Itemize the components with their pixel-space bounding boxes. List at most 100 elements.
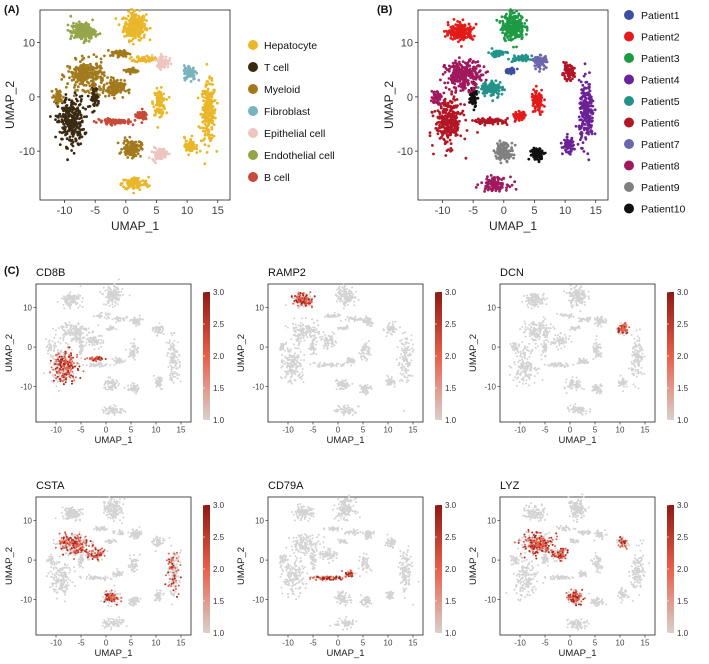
data-point xyxy=(126,156,130,159)
data-point xyxy=(428,134,432,138)
legend-swatch xyxy=(624,117,634,128)
data-point xyxy=(124,153,128,157)
data-point xyxy=(466,79,470,82)
data-point xyxy=(511,11,515,15)
data-point xyxy=(116,141,120,145)
data-point xyxy=(54,88,58,91)
data-point xyxy=(137,56,141,59)
data-point xyxy=(471,86,475,90)
data-point xyxy=(520,115,524,119)
panel-label-a: (A) xyxy=(4,4,20,16)
data-point xyxy=(449,115,453,119)
legend-swatch xyxy=(624,203,634,214)
data-point xyxy=(58,90,62,94)
x-tick-label: 10 xyxy=(181,205,193,217)
legend-swatch xyxy=(624,139,634,149)
data-point xyxy=(86,94,90,98)
data-point xyxy=(121,50,125,53)
data-point xyxy=(111,76,115,80)
legend-swatch xyxy=(248,128,258,138)
data-point xyxy=(503,15,507,19)
data-point xyxy=(64,133,67,137)
data-point xyxy=(197,78,201,82)
data-point xyxy=(501,28,505,32)
data-point xyxy=(509,12,512,16)
data-point xyxy=(113,297,116,300)
data-point xyxy=(450,107,454,110)
data-point xyxy=(98,85,101,88)
data-point xyxy=(64,104,68,108)
data-point xyxy=(563,75,567,78)
data-point xyxy=(60,137,63,141)
data-point xyxy=(86,73,90,76)
data-point xyxy=(70,142,73,146)
data-point xyxy=(542,152,546,156)
data-point xyxy=(84,107,87,111)
data-point xyxy=(117,23,121,27)
data-point xyxy=(534,84,538,88)
data-point xyxy=(154,113,157,117)
data-point xyxy=(116,85,119,89)
data-point xyxy=(160,108,164,112)
data-point xyxy=(126,142,130,145)
data-point xyxy=(532,88,535,91)
data-point xyxy=(474,77,478,81)
data-point xyxy=(195,71,199,75)
data-point xyxy=(450,77,454,81)
data-point xyxy=(535,95,538,99)
data-point xyxy=(462,36,466,40)
data-point xyxy=(474,186,478,189)
data-point xyxy=(452,95,456,98)
data-point xyxy=(451,72,455,76)
data-point xyxy=(92,89,96,93)
data-point xyxy=(73,36,76,40)
panel-label-b: (B) xyxy=(377,4,393,16)
data-point xyxy=(119,90,122,94)
data-point xyxy=(69,37,72,41)
data-point xyxy=(446,33,450,37)
data-point xyxy=(567,77,571,81)
data-point xyxy=(467,22,471,26)
data-point xyxy=(65,145,68,149)
data-point xyxy=(544,55,547,58)
data-point xyxy=(70,115,74,119)
data-point xyxy=(87,55,91,59)
data-point xyxy=(506,30,510,34)
data-point xyxy=(510,28,514,32)
data-point xyxy=(486,175,489,179)
data-point xyxy=(510,24,513,28)
data-point xyxy=(157,111,161,115)
data-point xyxy=(537,148,541,152)
data-point xyxy=(505,71,508,74)
data-point xyxy=(129,151,132,155)
data-point xyxy=(138,113,142,117)
data-point xyxy=(67,98,71,102)
data-point xyxy=(108,304,111,307)
data-point xyxy=(565,135,569,139)
data-point xyxy=(123,139,126,143)
data-point xyxy=(167,152,171,156)
data-point xyxy=(440,114,444,118)
data-point xyxy=(61,126,65,130)
data-point xyxy=(542,67,546,71)
data-point xyxy=(443,81,447,85)
data-point xyxy=(132,23,136,27)
data-point xyxy=(123,121,126,125)
data-point xyxy=(142,22,146,26)
data-point xyxy=(92,120,96,123)
data-point xyxy=(503,155,506,159)
data-point xyxy=(514,115,518,119)
data-point xyxy=(499,118,502,122)
data-point xyxy=(155,107,159,111)
data-point xyxy=(137,35,141,39)
data-point xyxy=(184,69,188,72)
data-point xyxy=(91,93,95,97)
data-point xyxy=(472,65,475,69)
data-point xyxy=(462,79,466,82)
data-point xyxy=(504,153,508,156)
data-point xyxy=(71,144,75,148)
data-point xyxy=(92,104,96,107)
data-point xyxy=(111,300,113,303)
data-point xyxy=(450,90,454,94)
